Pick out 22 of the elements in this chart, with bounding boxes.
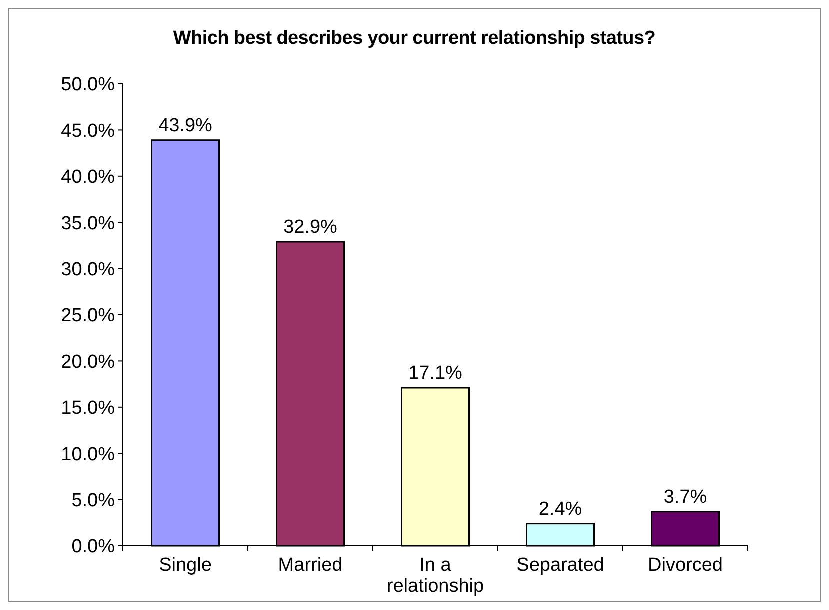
y-tick-label: 50.0% (61, 74, 116, 96)
y-tick-label: 40.0% (61, 167, 116, 188)
chart-title: Which best describes your current relationship status? (173, 28, 656, 49)
data-label: 17.1% (408, 362, 463, 384)
x-tick-label: In a relationship (386, 555, 484, 597)
x-tick-label: Divorced (648, 555, 723, 576)
y-tick-label: 20.0% (61, 352, 116, 373)
y-tick-label: 15.0% (61, 398, 116, 420)
y-tick-label: 45.0% (61, 120, 116, 142)
y-tick-label: 5.0% (72, 490, 116, 512)
y-tick-label: 25.0% (61, 306, 116, 327)
x-tick-label: Separated (516, 555, 604, 576)
y-tick-label: 30.0% (61, 259, 116, 280)
y-tick-label: 10.0% (61, 444, 116, 466)
data-label: 32.9% (284, 217, 338, 238)
x-tick-label: Married (278, 555, 343, 576)
data-label: 43.9% (158, 115, 213, 136)
data-label: 3.7% (664, 486, 708, 508)
y-tick-label: 35.0% (61, 213, 116, 234)
x-tick-label: Single (159, 555, 212, 576)
data-label: 2.4% (538, 498, 582, 520)
y-tick-label: 0.0% (72, 536, 116, 558)
